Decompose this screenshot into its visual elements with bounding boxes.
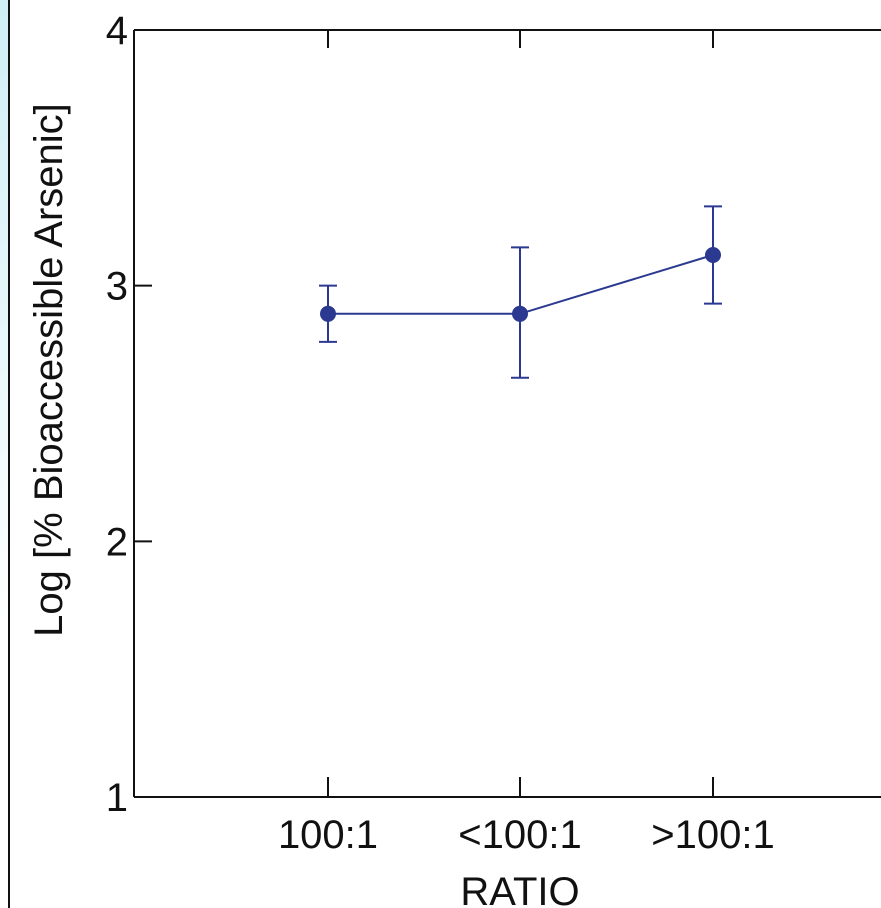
- y-tick-label: 2: [106, 520, 128, 564]
- data-point: [320, 305, 336, 322]
- ticks-layer: 1 2 3 4 100:1 <100:1 >100:1: [106, 9, 775, 857]
- y-tick-label: 4: [106, 9, 128, 53]
- series-layer: [319, 205, 722, 379]
- data-point: [512, 305, 528, 322]
- chart-panel: 1 2 3 4 100:1 <100:1 >100:1 RATIO Log [% Bioac…: [8, 0, 881, 908]
- y-tick-label: 1: [106, 776, 128, 820]
- x-tick-label: <100:1: [458, 813, 581, 857]
- y-axis-title: Log [% Bioaccessible Arsenic]: [27, 103, 71, 637]
- x-axis-title: RATIO: [460, 870, 579, 908]
- chart-svg: 1 2 3 4 100:1 <100:1 >100:1 RATIO Log [% Bioac…: [27, 9, 881, 908]
- x-tick-label: 100:1: [278, 813, 378, 857]
- data-point: [705, 246, 721, 263]
- y-tick-label: 3: [106, 265, 128, 309]
- x-tick-label: >100:1: [651, 813, 774, 857]
